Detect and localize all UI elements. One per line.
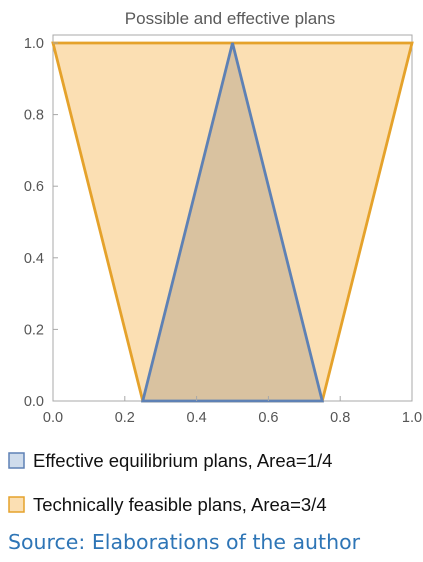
- legend-label-effective: Effective equilibrium plans, Area=1/4: [33, 450, 332, 471]
- legend: Effective equilibrium plans, Area=1/4 Te…: [8, 450, 332, 515]
- y-tick-label: 0.8: [24, 108, 44, 124]
- effective-plans-polygon: [140, 42, 325, 403]
- source-note: Source: Elaborations of the author: [8, 530, 361, 554]
- legend-item-feasible: Technically feasible plans, Area=3/4: [8, 494, 327, 515]
- y-tick-label: 1.0: [24, 36, 44, 52]
- y-tick-label: 0.2: [24, 322, 44, 338]
- x-tick-label: 1.0: [402, 410, 422, 426]
- legend-swatch-feasible: [8, 496, 25, 513]
- y-tick-label: 0.6: [24, 179, 44, 195]
- legend-label-feasible: Technically feasible plans, Area=3/4: [33, 494, 327, 515]
- legend-swatch-effective: [8, 452, 25, 469]
- axis-layer: 0.0 0.2 0.4 0.6 0.8 1.0 0.0 0.2 0.4 0.6 0.8 1.0: [24, 36, 422, 426]
- x-tick-label: 0.0: [43, 410, 63, 426]
- chart-title: Possible and effective plans: [125, 9, 335, 28]
- legend-item-effective: Effective equilibrium plans, Area=1/4: [8, 450, 332, 471]
- series-layer: [51, 41, 414, 403]
- x-tick-label: 0.4: [187, 410, 207, 426]
- x-tick-label: 0.6: [258, 410, 278, 426]
- y-tick-label: 0.0: [24, 394, 44, 410]
- x-tick-label: 0.2: [115, 410, 135, 426]
- y-tick-label: 0.4: [24, 251, 44, 267]
- x-tick-label: 0.8: [330, 410, 350, 426]
